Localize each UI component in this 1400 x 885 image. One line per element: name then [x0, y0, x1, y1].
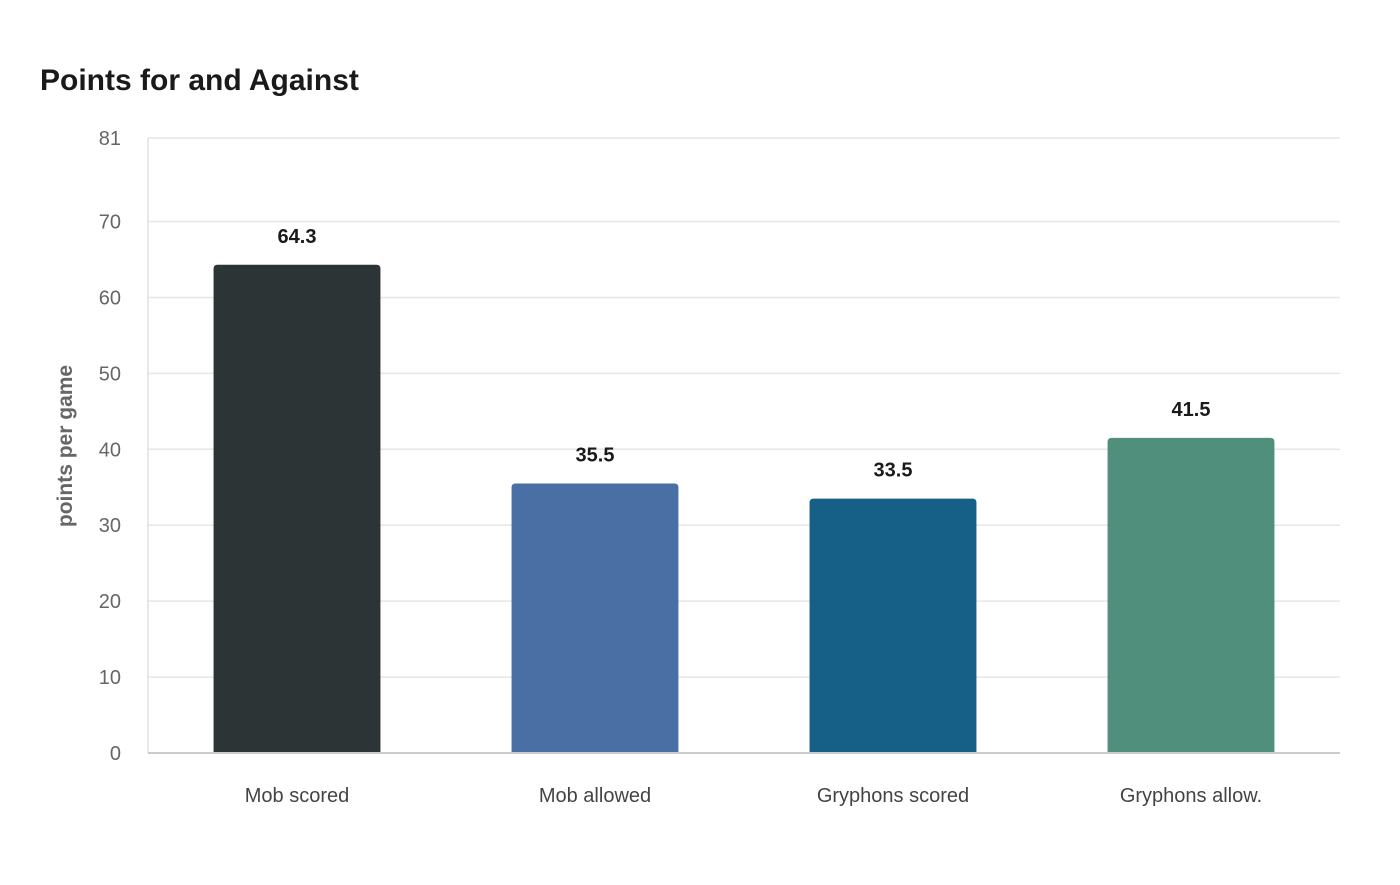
bar: [809, 498, 977, 753]
bar: [511, 483, 679, 753]
data-label: 33.5: [874, 460, 913, 482]
x-tick-label: Gryphons scored: [817, 785, 969, 807]
data-label: 64.3: [278, 226, 317, 248]
y-tick-label: 40: [99, 439, 121, 461]
data-label: 35.5: [576, 444, 615, 466]
y-tick-label: 10: [99, 667, 121, 689]
x-tick-label: Gryphons allow.: [1120, 785, 1262, 807]
y-tick-label: 81: [99, 128, 121, 150]
x-axis-ticks: Mob scored Mob allowed Gryphons scored Gryp…: [245, 785, 1262, 807]
bar: [213, 264, 381, 753]
bars: [213, 264, 1275, 753]
x-tick-label: Mob scored: [245, 785, 350, 807]
x-tick-label: Mob allowed: [539, 785, 651, 807]
y-tick-label: 50: [99, 363, 121, 385]
y-axis-label: points per game: [54, 365, 77, 527]
y-tick-label: 70: [99, 212, 121, 234]
y-tick-label: 20: [99, 591, 121, 613]
y-axis-ticks: 0 10 20 30 40 50 60 70 81: [99, 128, 121, 765]
value-labels: 64.3 35.5 33.5 41.5: [278, 226, 1211, 482]
bar: [1107, 437, 1275, 753]
data-label: 41.5: [1172, 399, 1211, 421]
y-tick-label: 60: [99, 287, 121, 309]
axes: [147, 138, 1340, 754]
chart-title: Points for and Against: [40, 64, 359, 97]
y-tick-label: 30: [99, 515, 121, 537]
y-tick-label: 0: [110, 743, 121, 765]
